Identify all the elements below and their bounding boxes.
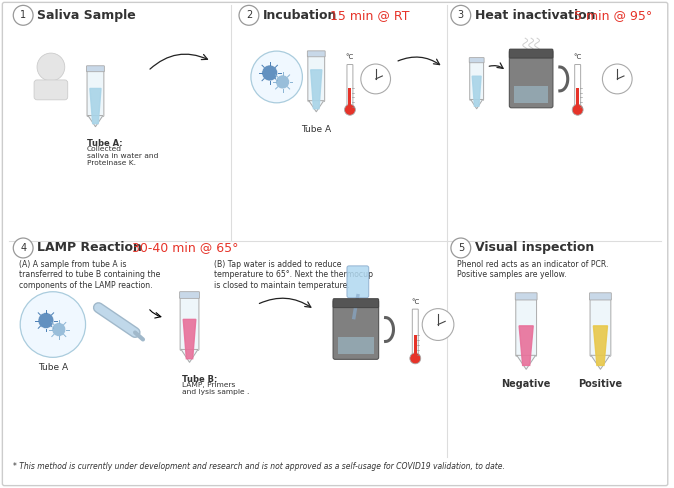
Text: 1: 1 xyxy=(20,10,26,20)
Polygon shape xyxy=(470,100,483,109)
Circle shape xyxy=(276,75,290,89)
FancyBboxPatch shape xyxy=(469,58,484,63)
Polygon shape xyxy=(181,349,198,362)
Text: °C: °C xyxy=(411,299,419,305)
Circle shape xyxy=(251,51,303,103)
Text: Visual inspection: Visual inspection xyxy=(474,242,594,254)
FancyBboxPatch shape xyxy=(179,292,200,298)
Circle shape xyxy=(37,53,65,81)
Bar xyxy=(348,88,351,107)
FancyBboxPatch shape xyxy=(590,293,611,300)
FancyBboxPatch shape xyxy=(412,309,419,356)
Text: LAMP, Primers
and lysis sample .: LAMP, Primers and lysis sample . xyxy=(181,382,249,395)
Polygon shape xyxy=(309,101,324,112)
Polygon shape xyxy=(472,76,481,106)
Text: 30-40 min @ 65°: 30-40 min @ 65° xyxy=(132,242,239,254)
Text: Negative: Negative xyxy=(501,379,551,389)
Circle shape xyxy=(38,313,54,328)
Text: (B) Tap water is added to reduce
temperature to 65°. Next the thermocup
is close: (B) Tap water is added to reduce tempera… xyxy=(214,260,373,290)
Circle shape xyxy=(13,5,33,25)
Text: Saliva Sample: Saliva Sample xyxy=(37,9,135,22)
Polygon shape xyxy=(90,88,101,123)
Text: Collected
saliva in water and
Proteinase K.: Collected saliva in water and Proteinase… xyxy=(86,145,158,165)
FancyBboxPatch shape xyxy=(87,70,104,117)
Text: LAMP Reaction: LAMP Reaction xyxy=(37,242,142,254)
Polygon shape xyxy=(591,355,610,369)
Polygon shape xyxy=(593,326,607,366)
Circle shape xyxy=(344,104,355,115)
Polygon shape xyxy=(183,319,196,359)
Text: °C: °C xyxy=(574,54,582,60)
FancyBboxPatch shape xyxy=(307,51,325,57)
Text: 5 min @ 95°: 5 min @ 95° xyxy=(574,9,652,22)
Circle shape xyxy=(451,238,470,258)
FancyBboxPatch shape xyxy=(180,296,199,350)
Circle shape xyxy=(361,64,390,94)
FancyBboxPatch shape xyxy=(308,55,325,102)
Polygon shape xyxy=(88,116,103,127)
Text: °C: °C xyxy=(346,54,354,60)
Circle shape xyxy=(422,308,454,341)
Circle shape xyxy=(20,292,86,357)
FancyBboxPatch shape xyxy=(590,298,611,356)
Circle shape xyxy=(451,5,470,25)
Bar xyxy=(414,335,417,355)
FancyBboxPatch shape xyxy=(34,80,67,100)
Bar xyxy=(338,337,373,354)
Text: Tube A: Tube A xyxy=(301,124,332,134)
Circle shape xyxy=(603,64,632,94)
Circle shape xyxy=(13,238,33,258)
Text: 2: 2 xyxy=(246,10,252,20)
Text: 4: 4 xyxy=(20,243,26,253)
Circle shape xyxy=(52,323,66,336)
FancyBboxPatch shape xyxy=(516,293,537,300)
FancyBboxPatch shape xyxy=(575,64,580,107)
FancyBboxPatch shape xyxy=(510,49,553,58)
Text: Tube A:: Tube A: xyxy=(86,139,122,147)
FancyBboxPatch shape xyxy=(516,298,537,356)
Text: Positive: Positive xyxy=(578,379,623,389)
Text: Incubation: Incubation xyxy=(263,9,337,22)
FancyBboxPatch shape xyxy=(510,50,553,108)
Circle shape xyxy=(572,104,583,115)
FancyBboxPatch shape xyxy=(3,2,668,486)
FancyBboxPatch shape xyxy=(333,299,379,307)
FancyBboxPatch shape xyxy=(470,61,484,101)
Polygon shape xyxy=(311,70,321,109)
FancyBboxPatch shape xyxy=(347,64,353,107)
Text: 5: 5 xyxy=(458,243,464,253)
FancyBboxPatch shape xyxy=(347,266,369,298)
Text: Tube A: Tube A xyxy=(38,364,68,372)
FancyBboxPatch shape xyxy=(86,66,104,72)
Bar xyxy=(514,85,548,103)
Circle shape xyxy=(239,5,259,25)
Polygon shape xyxy=(519,326,533,366)
Text: Heat inactivation: Heat inactivation xyxy=(474,9,595,22)
Polygon shape xyxy=(517,355,536,369)
Text: * This method is currently under development and research and is not approved as: * This method is currently under develop… xyxy=(13,462,505,471)
Text: 15 min @ RT: 15 min @ RT xyxy=(330,9,410,22)
Circle shape xyxy=(410,353,421,364)
Text: Tube B:: Tube B: xyxy=(181,375,217,384)
Circle shape xyxy=(262,65,278,81)
Bar xyxy=(576,88,579,107)
FancyBboxPatch shape xyxy=(333,300,379,359)
Text: (A) A sample from tube A is
transferred to tube B containing the
components of t: (A) A sample from tube A is transferred … xyxy=(20,260,160,290)
Text: Phenol red acts as an indicator of PCR.
Positive samples are yellow.: Phenol red acts as an indicator of PCR. … xyxy=(457,260,609,279)
Text: 3: 3 xyxy=(458,10,464,20)
